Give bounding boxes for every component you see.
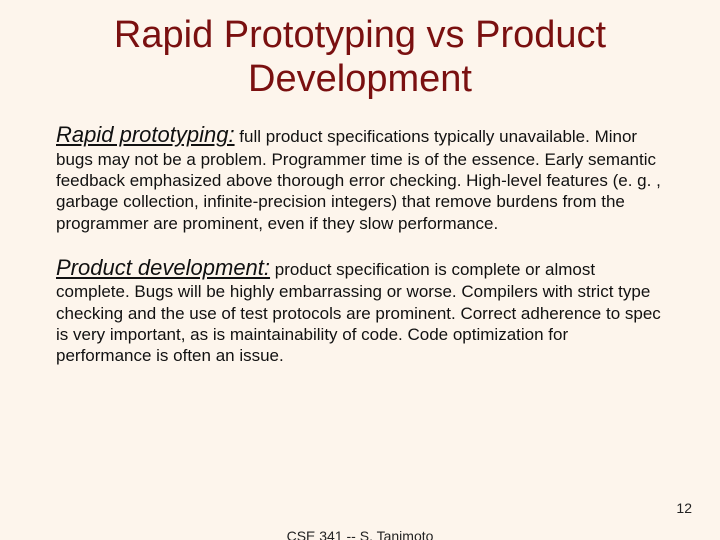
slide-title: Rapid Prototyping vs Product Development — [56, 14, 664, 101]
lead-product-development: Product development: — [56, 255, 270, 280]
footer-center: CSE 341 -- S. Tanimoto Paradigms — [287, 528, 434, 540]
footer-page-number: 12 — [676, 500, 692, 516]
paragraph-product-development: Product development: product specificati… — [56, 254, 664, 367]
slide-container: Rapid Prototyping vs Product Development… — [0, 0, 720, 540]
footer-course: CSE 341 -- S. Tanimoto — [287, 528, 434, 540]
paragraph-rapid-prototyping: Rapid prototyping: full product specific… — [56, 121, 664, 234]
lead-rapid-prototyping: Rapid prototyping: — [56, 122, 235, 147]
